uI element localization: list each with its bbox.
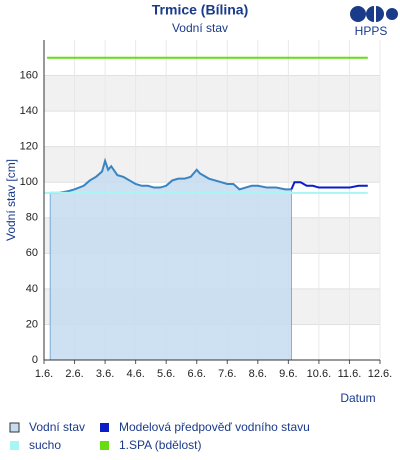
x-tick-label: 7.6.: [218, 368, 236, 380]
y-tick-label: 20: [26, 318, 38, 330]
y-tick-label: 120: [20, 141, 38, 153]
x-tick-label: 3.6.: [96, 368, 114, 380]
x-tick-label: 12.6.: [368, 368, 392, 380]
area-fill: [49, 159, 292, 361]
x-tick-label: 4.6.: [126, 368, 144, 380]
y-tick-label: 160: [20, 69, 38, 81]
chart-subtitle: Vodní stav: [172, 21, 228, 35]
series-line: [50, 157, 292, 194]
legend-label: Vodní stav: [29, 420, 85, 434]
x-tick-label: 1.6.: [35, 368, 53, 380]
x-tick-label: 9.6.: [279, 368, 297, 380]
legend-swatch: [9, 422, 20, 433]
legend-swatch: [10, 441, 19, 450]
x-tick-label: 5.6.: [157, 368, 175, 380]
grid-band: [44, 75, 380, 112]
chart-title: Trmice (Bílina): [152, 2, 248, 18]
legend-swatch: [100, 423, 109, 432]
series-line: [290, 181, 368, 190]
y-axis-label: Vodní stav [cm]: [4, 159, 18, 241]
y-tick-label: 140: [20, 105, 38, 117]
legend-label: sucho: [29, 438, 61, 452]
x-axis-label: Datum: [340, 391, 375, 405]
logo-text: HPPS: [355, 24, 388, 38]
x-tick-label: 10.6.: [307, 368, 331, 380]
y-tick-label: 0: [32, 354, 38, 366]
x-tick-label: 8.6.: [249, 368, 267, 380]
y-tick-label: 60: [26, 247, 38, 259]
x-tick-label: 2.6.: [65, 368, 83, 380]
x-tick-label: 11.6.: [338, 368, 362, 380]
y-tick-label: 40: [26, 283, 38, 295]
legend-swatch: [100, 441, 109, 450]
y-tick-label: 80: [26, 212, 38, 224]
legend-label: 1.SPA (bdělost): [119, 438, 202, 452]
legend-label: Modelová předpověď vodního stavu: [119, 420, 310, 434]
y-tick-label: 100: [20, 176, 38, 188]
logo: [350, 6, 398, 22]
x-tick-label: 6.6.: [188, 368, 206, 380]
